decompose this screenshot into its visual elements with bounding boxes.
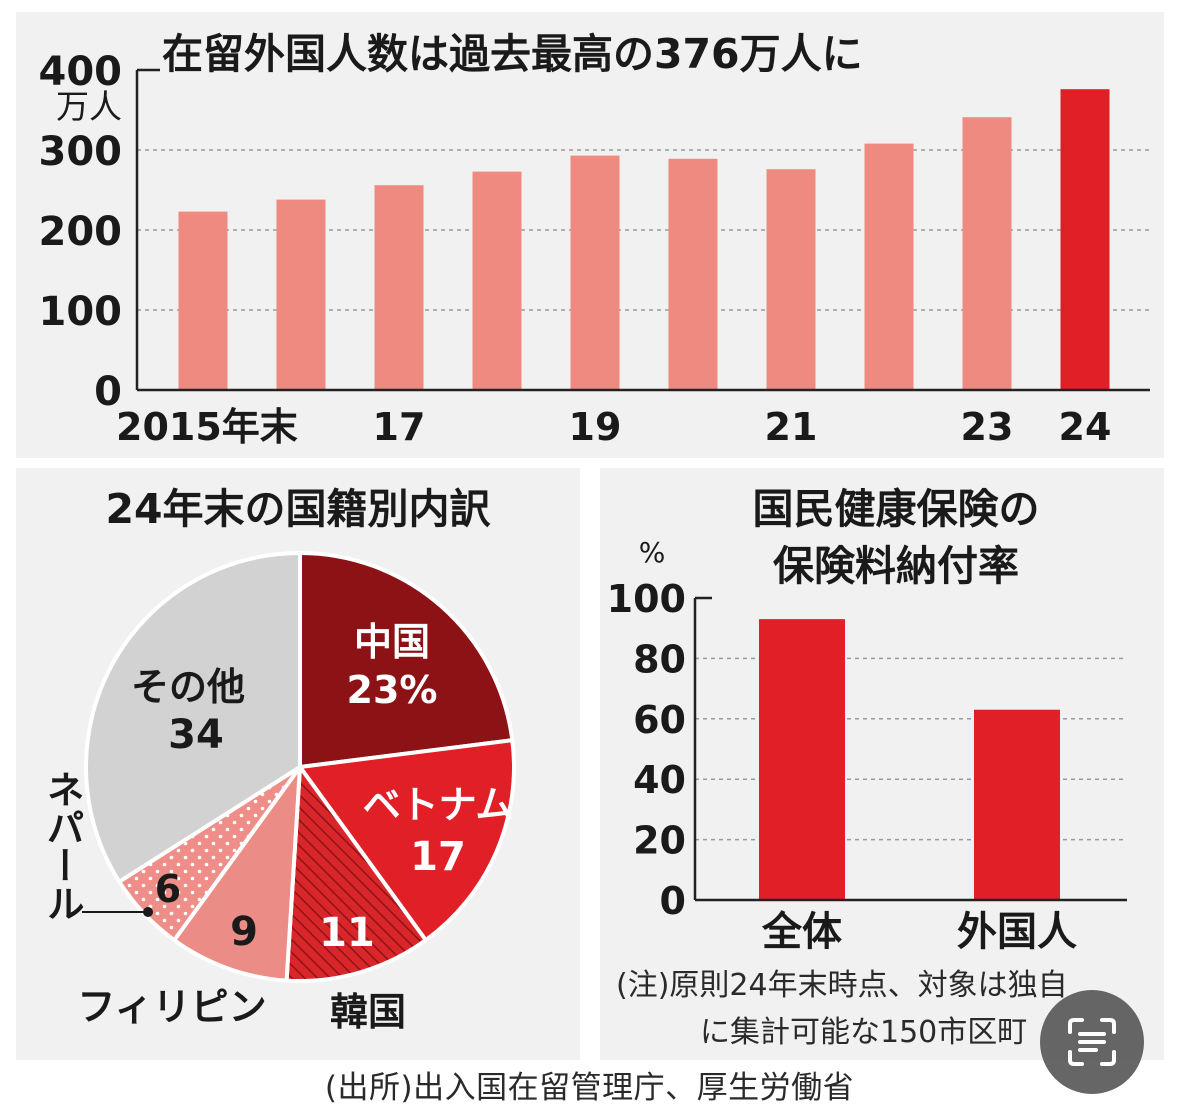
- y-tick-label: 80: [633, 637, 686, 681]
- x-tick-label: 2015年末: [116, 405, 298, 449]
- insurance-chart-y-tick-labels: 0 20 40 60 80 100: [607, 577, 686, 923]
- insurance-chart-title-line2: 保険料納付率: [773, 542, 1019, 590]
- bar-2019: [570, 155, 620, 390]
- bar-2020: [668, 158, 718, 390]
- pie-label-philippines-value: 9: [230, 909, 258, 955]
- pie-label-nepal-name: ネパール: [40, 770, 84, 922]
- x-tick-label: 21: [765, 405, 818, 449]
- pie-label-nepal-value: 6: [155, 867, 181, 911]
- pie-nepal-leader-dot: [143, 907, 153, 917]
- y-tick-label: 40: [633, 758, 686, 802]
- bar-全体: [759, 619, 845, 900]
- y-tick-label: 100: [607, 577, 686, 621]
- x-tick-label: 全体: [761, 909, 842, 955]
- x-tick-label: 23: [961, 405, 1014, 449]
- pie-label-philippines-name: フィリピン: [77, 985, 266, 1029]
- insurance-chart-title-line1: 国民健康保険の: [753, 485, 1040, 533]
- pie-chart-slices: [83, 551, 516, 983]
- pie-slice-ベトナム: [298, 738, 516, 943]
- pie-label-other-value: 34: [168, 712, 224, 758]
- pie-label-vietnam-value: 17: [410, 834, 466, 880]
- top-chart-x-tick-labels: 2015年末 17 19 21 23 24: [116, 405, 1111, 449]
- x-tick-label: 19: [569, 405, 622, 449]
- y-tick-label: 400: [39, 49, 123, 95]
- bar-2023: [962, 117, 1012, 390]
- pie-label-korea-name: 韓国: [330, 990, 406, 1034]
- y-tick-label: 0: [660, 879, 686, 923]
- pie-slice-韓国: [284, 765, 428, 983]
- pie-label-china-name: 中国: [354, 620, 430, 664]
- insurance-note-line1: (注)原則24年末時点、対象は独自: [616, 968, 1068, 1003]
- pie-chart-labels: 中国 23% ベトナム 17 11 9 6 その他 34 韓国 フィリピン ネパ…: [40, 620, 513, 1034]
- x-tick-label: 外国人: [957, 909, 1077, 955]
- y-tick-label: 200: [39, 209, 123, 255]
- top-chart-y-tick-labels: 0 100 200 300 400: [39, 49, 123, 415]
- y-tick-label: 60: [633, 698, 686, 742]
- bar-2024: [1060, 89, 1110, 390]
- y-tick-label: 100: [39, 289, 123, 335]
- y-tick-label: 300: [39, 129, 123, 175]
- pie-chart-title: 24年末の国籍別内訳: [105, 485, 490, 533]
- y-tick-label: 0: [94, 369, 122, 415]
- x-tick-label: 17: [373, 405, 426, 449]
- pie-label-vietnam-name: ベトナム: [363, 783, 514, 827]
- bar-外国人: [974, 709, 1060, 900]
- bar-2018: [472, 171, 522, 390]
- text-scan-icon: [1068, 1018, 1116, 1066]
- text-scan-button[interactable]: [1040, 990, 1144, 1094]
- y-tick-label: 20: [633, 819, 686, 863]
- insurance-chart-x-tick-labels: 全体 外国人: [761, 909, 1077, 955]
- bar-2015: [178, 211, 228, 390]
- insurance-note-line2: に集計可能な150市区町: [700, 1015, 1027, 1050]
- top-chart-title: 在留外国人数は過去最高の376万人に: [162, 30, 863, 78]
- bar-2021: [766, 169, 816, 390]
- bar-2022: [864, 143, 914, 390]
- pie-label-korea-value: 11: [319, 910, 375, 956]
- bar-2017: [374, 185, 424, 390]
- pie-slice-その他: [83, 551, 302, 884]
- pie-slice-フィリピン: [172, 765, 302, 983]
- top-chart-y-unit: 万人: [56, 87, 122, 126]
- x-tick-label: 24: [1059, 405, 1112, 449]
- insurance-chart-y-unit: %: [639, 536, 666, 569]
- pie-slice-中国: [298, 551, 515, 769]
- pie-label-china-value: 23%: [347, 668, 438, 712]
- bar-2016: [276, 199, 326, 390]
- top-chart-bars: [178, 89, 1110, 390]
- insurance-chart-bars: [759, 619, 1060, 900]
- pie-label-other-name: その他: [131, 665, 245, 709]
- source-credit: (出所)出入国在留管理庁、厚生労働省: [324, 1070, 855, 1106]
